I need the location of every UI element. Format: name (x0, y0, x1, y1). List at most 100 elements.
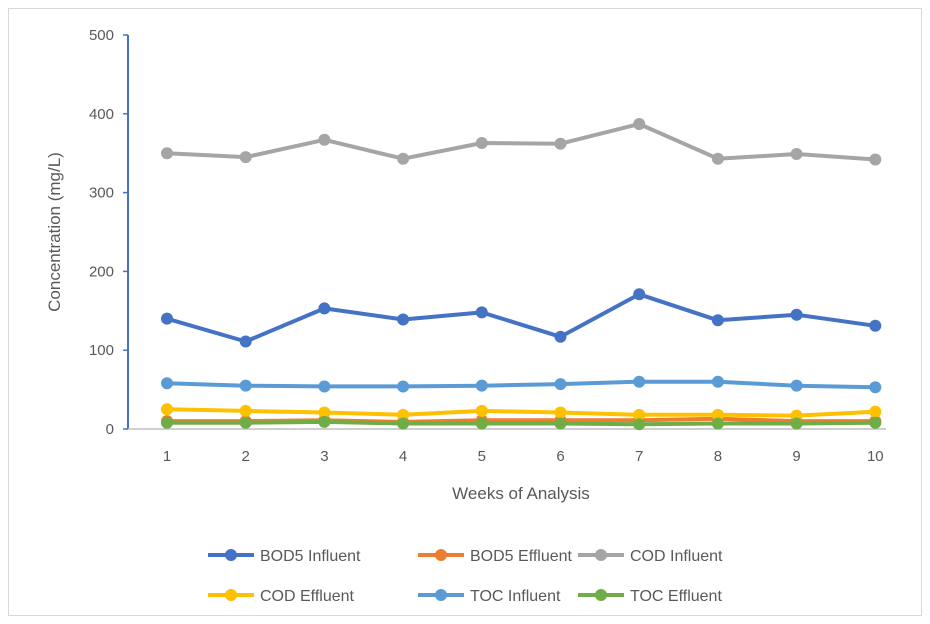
data-point (318, 380, 331, 393)
data-point (397, 417, 410, 430)
legend-marker (225, 549, 237, 561)
data-point (239, 404, 252, 417)
data-point (554, 417, 567, 430)
data-point (318, 406, 331, 419)
data-point (318, 133, 331, 146)
y-tick-label: 400 (89, 106, 114, 123)
y-tick-label: 100 (89, 342, 114, 359)
legend-label: BOD5 Effluent (470, 548, 573, 565)
data-point (790, 379, 803, 392)
data-point (869, 405, 882, 418)
legend-item-cod-effluent: COD Effluent (208, 588, 355, 605)
series-toc-effluent (161, 415, 882, 431)
legend-label: TOC Influent (470, 588, 561, 605)
x-tick-label: 3 (320, 448, 328, 465)
x-tick-label: 4 (399, 448, 407, 465)
data-point (318, 415, 331, 428)
x-tick-label: 1 (163, 448, 171, 465)
x-axis-title: Weeks of Analysis (452, 484, 590, 503)
legend-marker (595, 589, 607, 601)
legend-marker (225, 589, 237, 601)
y-tick-label: 300 (89, 185, 114, 202)
series-cod-influent (161, 118, 882, 166)
data-point (161, 312, 173, 325)
x-axis-ticks: 1 2 3 4 5 6 7 8 9 10 (163, 448, 884, 465)
data-point (633, 408, 646, 421)
y-axis-title: Concentration (mg/L) (45, 152, 64, 312)
data-point (633, 118, 646, 131)
x-tick-label: 2 (242, 448, 250, 465)
y-tick-label: 200 (89, 263, 114, 280)
data-point (869, 319, 882, 332)
y-axis-ticks: 0 100 200 300 400 500 (89, 27, 128, 438)
data-point (475, 306, 488, 319)
data-point (633, 288, 646, 301)
x-tick-label: 10 (867, 448, 884, 465)
x-tick-label: 5 (478, 448, 486, 465)
data-point (161, 147, 173, 160)
data-point (397, 313, 410, 326)
data-point (711, 314, 724, 327)
series-line (165, 292, 878, 344)
data-point (475, 379, 488, 392)
legend-item-toc-effluent: TOC Effluent (578, 588, 722, 605)
legend-label: COD Effluent (260, 588, 355, 605)
plot-area: 0 100 200 300 400 500 1 2 3 4 5 6 7 8 9 10 (89, 27, 886, 465)
data-point (397, 380, 410, 393)
data-point (475, 136, 488, 149)
data-point (790, 417, 803, 430)
series-line (165, 122, 878, 162)
data-point (790, 147, 803, 160)
data-point (397, 152, 410, 165)
data-point (475, 417, 488, 430)
data-point (554, 406, 567, 419)
legend-label: TOC Effluent (630, 588, 722, 605)
data-point (554, 378, 567, 391)
x-tick-label: 6 (556, 448, 564, 465)
series-line (165, 407, 878, 418)
data-point (869, 381, 882, 394)
legend-marker (435, 589, 447, 601)
legend-marker (595, 549, 607, 561)
data-point (239, 379, 252, 392)
legend-item-cod-influent: COD Influent (578, 548, 723, 565)
data-point (475, 404, 488, 417)
data-point (161, 377, 173, 390)
data-point (554, 330, 567, 343)
data-point (161, 416, 173, 429)
data-point (239, 335, 252, 348)
x-tick-label: 7 (635, 448, 643, 465)
legend-item-bod5-effluent: BOD5 Effluent (418, 548, 573, 565)
data-point (239, 151, 252, 164)
data-point (869, 153, 882, 166)
series-layer (161, 118, 882, 431)
series-toc-influent (161, 375, 882, 394)
data-point (318, 302, 331, 315)
data-point (711, 375, 724, 388)
data-point (711, 417, 724, 430)
legend-item-toc-influent: TOC Influent (418, 588, 561, 605)
y-tick-label: 500 (89, 27, 114, 44)
data-point (554, 137, 567, 150)
data-point (711, 152, 724, 165)
series-bod5-influent (161, 288, 882, 348)
data-point (633, 418, 646, 431)
data-point (161, 403, 173, 416)
x-tick-label: 9 (792, 448, 800, 465)
legend: BOD5 Influent BOD5 Effluent COD Influent CO… (208, 548, 723, 605)
data-point (397, 408, 410, 421)
data-point (869, 416, 882, 429)
series-cod-effluent (161, 403, 882, 422)
data-point (239, 416, 252, 429)
legend-marker (435, 549, 447, 561)
y-tick-label: 0 (106, 421, 114, 438)
x-tick-label: 8 (714, 448, 722, 465)
data-point (711, 408, 724, 421)
legend-label: BOD5 Influent (260, 548, 361, 565)
data-point (790, 308, 803, 321)
data-point (633, 375, 646, 388)
series-line (165, 379, 878, 390)
legend-item-bod5-influent: BOD5 Influent (208, 548, 361, 565)
legend-label: COD Influent (630, 548, 723, 565)
